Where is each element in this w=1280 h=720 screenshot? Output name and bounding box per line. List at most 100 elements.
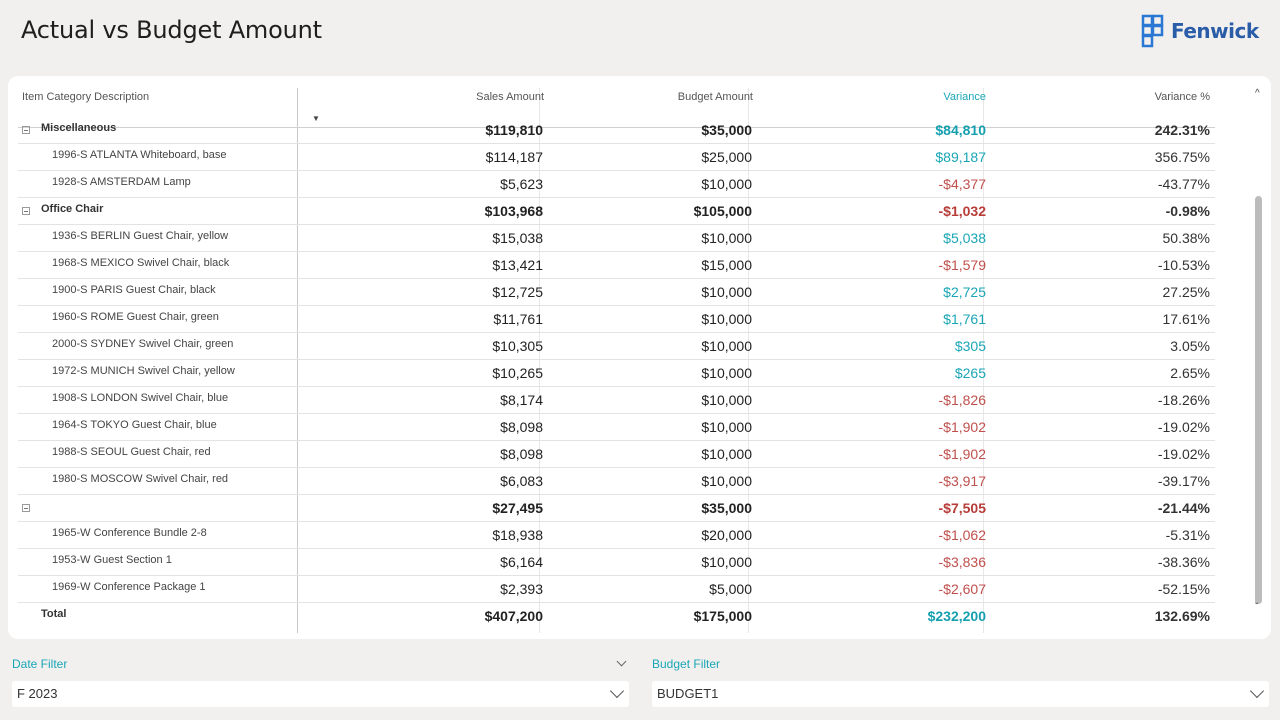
budget-filter: Budget Filter BUDGET1 [652,657,1270,707]
variance-cell: -$1,062 [938,527,986,543]
sales-amount-cell: $8,098 [500,419,543,435]
sales-amount-cell: $12,725 [492,284,543,300]
total-row: Total $407,200 $175,000 $232,200 132.69% [18,603,1215,630]
variance-cell: -$1,902 [938,419,986,435]
sales-amount-cell: $114,187 [485,149,543,165]
table-row: 1936-S BERLIN Guest Chair, yellow $15,038… [18,225,1215,252]
header-variance-pct[interactable]: Variance % [1154,91,1210,103]
header-variance[interactable]: Variance [943,91,986,103]
variance-cell: $305 [954,338,986,354]
row-label: 1960-S ROME Guest Chair, green [52,311,219,323]
row-label: 1996-S ATLANTA Whiteboard, base [52,149,227,161]
column-divider [983,88,984,633]
budget-amount-cell: $10,000 [701,419,752,435]
table-row: 1900-S PARIS Guest Chair, black $12,725 $1… [18,279,1215,306]
sales-amount-cell: $6,164 [500,554,543,570]
table-row: 1968-S MEXICO Swivel Chair, black $13,421… [18,252,1215,279]
table-row: 1996-S ATLANTA Whiteboard, base $114,187 $… [18,144,1215,171]
sales-amount-cell: $13,421 [492,257,543,273]
budget-filter-label: Budget Filter [652,657,721,671]
variance-pct-cell: 17.61% [1162,311,1210,327]
fenwick-logo-icon [1141,14,1164,48]
collapse-icon[interactable] [22,504,30,512]
budget-amount-cell: $20,000 [701,527,752,543]
budget-amount-cell: $5,000 [709,581,752,597]
variance-pct-cell: -21.44% [1157,500,1210,516]
budget-amount-cell: $10,000 [701,338,752,354]
header-category[interactable]: Item Category Description [22,91,150,103]
sales-amount-cell: $8,174 [500,392,543,408]
budget-amount-cell: $105,000 [693,203,752,219]
table-row: 1953-W Guest Section 1 $6,164 $10,000 -$3,8… [18,549,1215,576]
group-row[interactable]: Office Chair $103,968 $105,000 -$1,032 -0.98… [18,198,1215,225]
date-filter-dropdown[interactable]: F 2023 [12,681,629,707]
matrix-table: Item Category Description ▼ Sales Amount… [8,76,1271,639]
variance-cell: -$1,902 [938,446,986,462]
column-divider [748,88,749,633]
variance-pct-cell: 2.65% [1170,365,1210,381]
budget-amount-cell: $10,000 [701,284,752,300]
row-label: 1980-S MOSCOW Swivel Chair, red [52,473,229,485]
variance-pct-cell: -38.36% [1157,554,1210,570]
variance-cell: $232,200 [927,608,986,624]
budget-amount-cell: $10,000 [701,446,752,462]
table-row: 1969-W Conference Package 1 $2,393 $5,000 -… [18,576,1215,603]
variance-cell: $265 [954,365,986,381]
table-row: 1964-S TOKYO Guest Chair, blue $8,098 $10,… [18,414,1215,441]
budget-amount-cell: $10,000 [701,176,752,192]
date-filter-value: F 2023 [17,686,58,701]
budget-amount-cell: $175,000 [693,608,752,624]
variance-cell: -$2,607 [938,581,986,597]
column-divider [539,88,540,633]
variance-cell: -$1,826 [938,392,986,408]
variance-pct-cell: 3.05% [1170,338,1210,354]
variance-pct-cell: -52.15% [1157,581,1210,597]
row-label: 1928-S AMSTERDAM Lamp [52,176,191,188]
variance-pct-cell: -10.53% [1157,257,1210,273]
scroll-up-icon[interactable]: ^ [1255,88,1260,99]
group-row[interactable]: Miscellaneous $119,810 $35,000 $84,810 242.3… [18,117,1215,144]
table-row: 1960-S ROME Guest Chair, green $11,761 $10… [18,306,1215,333]
variance-cell: -$7,505 [938,500,986,516]
row-label: 1900-S PARIS Guest Chair, black [52,284,216,296]
variance-pct-cell: -19.02% [1157,446,1210,462]
date-filter: Date Filter F 2023 [12,656,630,707]
collapse-icon[interactable] [22,207,30,215]
sales-amount-cell: $10,265 [492,365,543,381]
logo-text: Fenwick [1171,19,1259,43]
variance-pct-cell: 132.69% [1154,608,1210,624]
budget-filter-value: BUDGET1 [657,686,719,701]
sort-descending-icon[interactable]: ▼ [312,114,320,123]
budget-amount-cell: $10,000 [701,311,752,327]
table-body: Miscellaneous $119,810 $35,000 $84,810 242.3… [18,117,1215,630]
sales-amount-cell: $5,623 [500,176,543,192]
sales-amount-cell: $18,938 [492,527,543,543]
chevron-down-icon[interactable] [1249,683,1265,699]
vertical-scrollbar[interactable]: ^ ˇ [1254,86,1264,618]
variance-cell: -$4,377 [938,176,986,192]
chevron-down-icon[interactable] [609,683,625,699]
sales-amount-cell: $407,200 [484,608,543,624]
variance-pct-cell: -43.77% [1157,176,1210,192]
scroll-thumb[interactable] [1255,196,1262,604]
variance-pct-cell: 27.25% [1162,284,1210,300]
group-row[interactable]: $27,495 $35,000 -$7,505 -21.44% [18,495,1215,522]
row-label: 1936-S BERLIN Guest Chair, yellow [52,230,229,242]
variance-pct-cell: -0.98% [1165,203,1210,219]
header-budget-amount[interactable]: Budget Amount [677,91,753,103]
row-label: 1988-S SEOUL Guest Chair, red [52,446,211,458]
sales-amount-cell: $103,968 [484,203,543,219]
budget-amount-cell: $15,000 [701,257,752,273]
sales-amount-cell: $15,038 [492,230,543,246]
sales-amount-cell: $10,305 [492,338,543,354]
row-label: Total [41,608,67,620]
budget-filter-dropdown[interactable]: BUDGET1 [652,681,1269,707]
table-header: Item Category Description ▼ Sales Amount… [18,88,1215,128]
table-row: 2000-S SYDNEY Swivel Chair, green $10,305… [18,333,1215,360]
budget-amount-cell: $35,000 [701,500,752,516]
collapse-icon[interactable] [22,126,30,134]
header-sales-amount[interactable]: Sales Amount [476,91,544,103]
variance-pct-cell: -5.31% [1165,527,1210,543]
budget-amount-cell: $25,000 [701,149,752,165]
scroll-down-icon[interactable]: ˇ [1255,602,1259,613]
